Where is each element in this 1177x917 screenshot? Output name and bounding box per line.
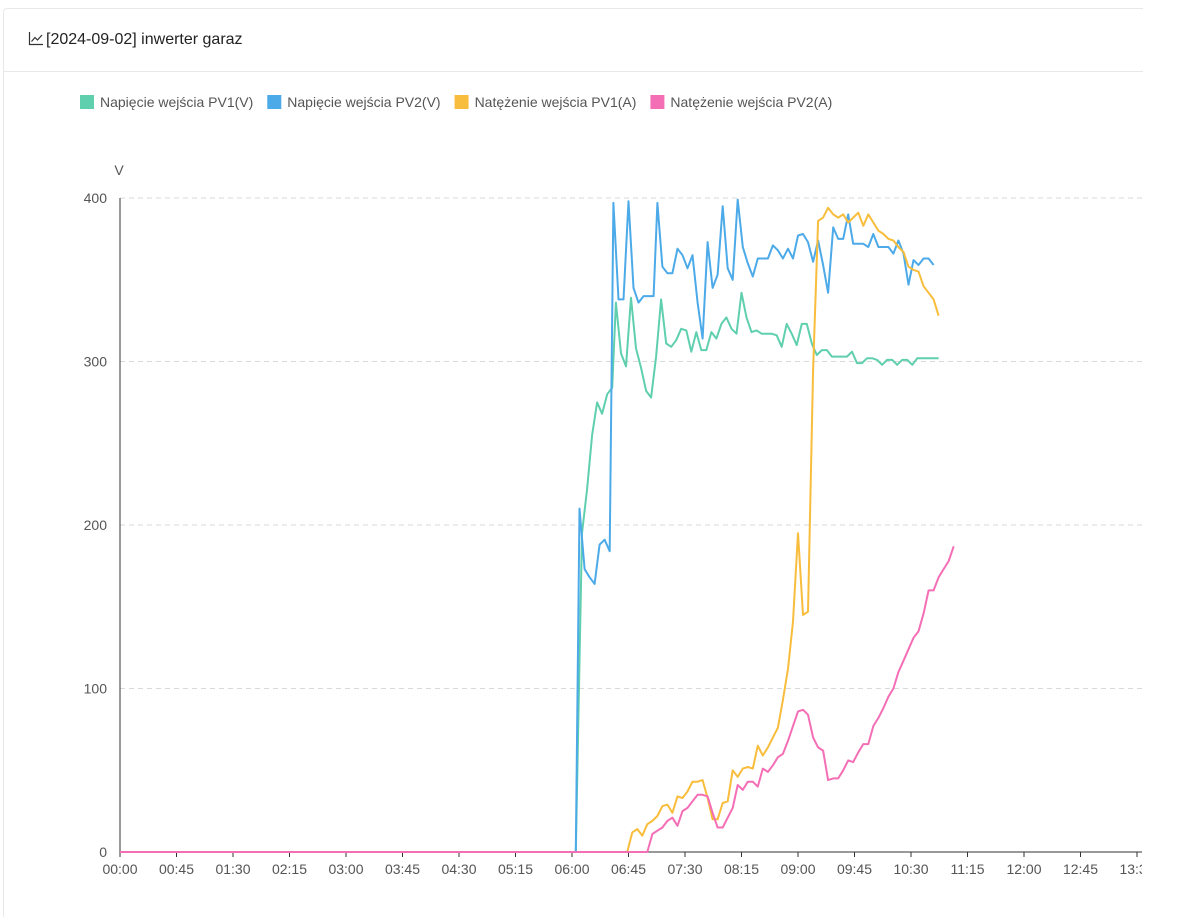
series-line-1 xyxy=(120,291,939,853)
x-tick-label: 10:30 xyxy=(893,861,928,877)
y-tick-label: 200 xyxy=(84,517,108,533)
legend-swatch xyxy=(650,95,665,109)
y-axis: V 0 100 200 300 400 xyxy=(84,162,125,860)
y-tick-label: 0 xyxy=(99,844,107,860)
x-tick-label: 11:15 xyxy=(951,861,985,877)
card-title: [2024-09-02] inwerter garaz xyxy=(28,30,243,51)
x-tick-label: 09:00 xyxy=(780,861,815,877)
x-tick-label: 02:15 xyxy=(272,861,307,877)
x-tick-label: 00:00 xyxy=(102,861,137,877)
legend-item-1[interactable]: Napięcie wejścia PV1(V) xyxy=(80,94,253,110)
x-tick-label: 03:00 xyxy=(328,861,363,877)
series-lines xyxy=(120,198,955,853)
x-tick-label: 13:30 xyxy=(1119,861,1154,877)
x-tick-label: 01:30 xyxy=(215,861,250,877)
x-tick-label: 09:45 xyxy=(837,861,872,877)
x-tick-label: 06:45 xyxy=(611,861,646,877)
x-tick-label: 08:15 xyxy=(724,861,759,877)
card-header: [2024-09-02] inwerter garaz xyxy=(4,9,1143,72)
legend-label: Napięcie wejścia PV1(V) xyxy=(100,94,253,110)
x-tick-label: 12:00 xyxy=(1006,861,1041,877)
y-tick-label: 100 xyxy=(84,681,108,697)
y-axis-label: V xyxy=(114,162,124,178)
legend[interactable]: Napięcie wejścia PV1(V) Napięcie wejścia … xyxy=(80,94,832,110)
legend-swatch xyxy=(267,95,282,109)
legend-item-4[interactable]: Natężenie wejścia PV2(A) xyxy=(650,94,832,110)
x-axis: 00:00 00:45 01:30 02:15 03:00 03:45 04:30 05:15… xyxy=(102,851,1154,877)
legend-label: Natężenie wejścia PV2(A) xyxy=(670,94,832,110)
grid-lines xyxy=(120,197,1142,689)
card-title-text: [2024-09-02] inwerter garaz xyxy=(46,31,243,48)
series-line-3 xyxy=(120,206,940,853)
series-line-2 xyxy=(120,198,935,853)
legend-label: Natężenie wejścia PV1(A) xyxy=(475,94,637,110)
legend-item-3[interactable]: Natężenie wejścia PV1(A) xyxy=(454,94,637,110)
series-line-4 xyxy=(120,545,955,853)
legend-item-2[interactable]: Napięcie wejścia PV2(V) xyxy=(267,94,441,110)
x-tick-label: 04:30 xyxy=(441,861,476,877)
x-tick-label: 00:45 xyxy=(159,861,194,877)
y-tick-label: 300 xyxy=(84,354,108,370)
legend-swatch xyxy=(454,95,469,109)
y-tick-label: 400 xyxy=(84,190,108,206)
x-tick-label: 12:45 xyxy=(1063,861,1098,877)
chart-card: [2024-09-02] inwerter garaz xyxy=(3,8,1143,917)
x-tick-label: 03:45 xyxy=(385,861,420,877)
line-chart-icon xyxy=(28,30,46,51)
legend-swatch xyxy=(80,95,94,109)
x-tick-label: 05:15 xyxy=(498,861,533,877)
x-tick-label: 06:00 xyxy=(554,861,589,877)
legend-label: Napięcie wejścia PV2(V) xyxy=(287,94,440,110)
x-tick-label: 07:30 xyxy=(667,861,702,877)
